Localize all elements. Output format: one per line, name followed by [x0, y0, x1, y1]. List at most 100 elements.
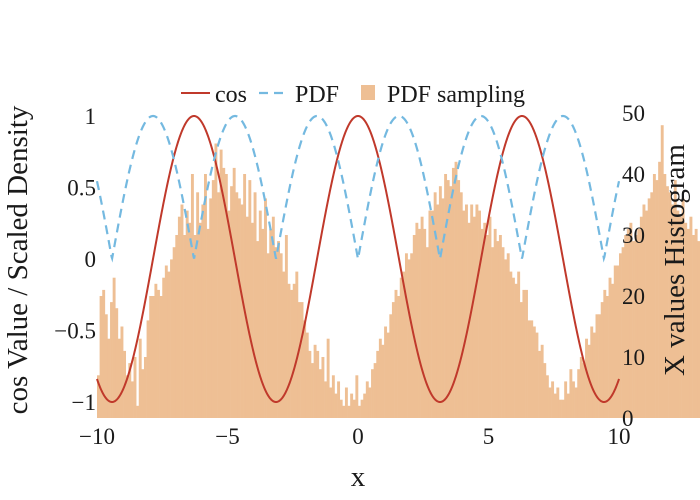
- histogram-bar: [564, 381, 568, 418]
- histogram-bar: [256, 241, 260, 418]
- y-axis-ticks: −1 −0.5 0 0.5 1: [54, 104, 96, 415]
- histogram-bar: [480, 228, 484, 418]
- histogram-bar: [269, 228, 273, 418]
- histogram-bar: [650, 192, 654, 418]
- histogram-bar: [271, 216, 275, 418]
- histogram-bar: [337, 381, 341, 418]
- histogram-bar: [619, 253, 622, 418]
- y2-axis-ticks: 0 10 20 30 40 50: [622, 101, 645, 431]
- histogram-bar: [686, 228, 690, 418]
- histogram-bar: [347, 405, 351, 418]
- histogram-bar: [647, 198, 651, 418]
- histogram-bar: [491, 247, 495, 418]
- histogram-bar: [595, 314, 599, 418]
- histogram-bar: [162, 277, 166, 418]
- histogram-bar: [676, 210, 680, 418]
- histogram-bar: [394, 289, 398, 418]
- histogram-bar: [378, 338, 382, 418]
- histogram-bar: [264, 198, 267, 418]
- y-tick-label: 0.5: [67, 176, 96, 201]
- histogram-bar: [125, 375, 129, 418]
- histogram-bar: [324, 381, 327, 418]
- histogram-bar: [397, 296, 401, 418]
- histogram-bar: [193, 235, 197, 418]
- histogram-bar: [224, 174, 228, 418]
- histogram-bar: [478, 210, 481, 418]
- histogram-bar: [217, 192, 220, 418]
- histogram-bar: [172, 247, 176, 418]
- histogram-bar: [360, 399, 364, 418]
- histogram-bar: [190, 174, 194, 418]
- histogram-bar: [138, 338, 142, 418]
- x-tick-label: 0: [352, 424, 364, 449]
- histogram-bar: [206, 228, 210, 418]
- histogram-bar: [235, 192, 239, 418]
- histogram-bar: [185, 210, 189, 418]
- histogram-bar: [316, 350, 320, 418]
- histogram-bar: [697, 241, 700, 418]
- histogram-bar: [204, 174, 207, 418]
- histogram-bar: [371, 369, 374, 418]
- histogram-bar: [629, 222, 633, 418]
- histogram-bar: [245, 216, 249, 418]
- histogram-bar: [465, 204, 468, 418]
- histogram-bar: [305, 332, 309, 418]
- histogram-bar: [219, 149, 223, 418]
- histogram-bar: [611, 283, 615, 418]
- histogram-bar: [663, 174, 667, 418]
- histogram-bar: [517, 271, 521, 418]
- histogram-bar: [266, 253, 270, 418]
- x-axis-ticks: −10 −5 0 5 10: [79, 424, 630, 449]
- x-tick-label: −5: [215, 424, 239, 449]
- histogram-bar: [684, 222, 688, 418]
- histogram-bar: [136, 405, 140, 418]
- histogram-bar: [457, 180, 461, 418]
- histogram-bar: [509, 271, 513, 418]
- histogram-bar: [598, 314, 602, 418]
- histogram-bar: [418, 228, 421, 418]
- histogram-bar: [183, 235, 187, 418]
- histogram-bar: [535, 332, 539, 418]
- histogram-bar: [227, 210, 231, 418]
- histogram-bar: [556, 387, 560, 418]
- histogram-bar: [277, 241, 280, 418]
- histogram-bar: [525, 289, 528, 418]
- histogram-bar: [493, 228, 497, 418]
- histogram-bar: [368, 387, 372, 418]
- histogram-bar: [668, 192, 672, 418]
- histogram-bar: [274, 247, 278, 418]
- histogram-bar: [381, 344, 385, 418]
- histogram-bar: [376, 350, 380, 418]
- histogram-bar: [613, 265, 617, 418]
- histogram-bar: [600, 302, 604, 418]
- histogram-bar: [175, 235, 179, 418]
- histogram-bar: [496, 241, 500, 418]
- histogram-bar: [358, 405, 361, 418]
- histogram-bar: [621, 247, 625, 418]
- histogram-bar: [681, 198, 685, 418]
- y-tick-label: −0.5: [54, 319, 96, 344]
- histogram-bar: [679, 216, 682, 418]
- histogram-bar: [167, 271, 171, 418]
- histogram-bar: [243, 174, 247, 418]
- histogram-bar: [532, 326, 536, 418]
- histogram-bar: [449, 186, 453, 418]
- histogram-bar: [253, 192, 257, 418]
- histogram-bar: [339, 399, 343, 418]
- histogram-bar: [451, 167, 455, 418]
- histogram-bar: [658, 161, 662, 419]
- histogram-bar: [342, 405, 346, 418]
- histogram-bars: [97, 125, 700, 419]
- histogram-bar: [441, 198, 445, 418]
- histogram-bar: [287, 283, 291, 418]
- histogram-bar: [373, 363, 377, 418]
- histogram-bar: [632, 241, 635, 418]
- histogram-bar: [250, 222, 254, 418]
- histogram-bar: [590, 326, 594, 418]
- histogram-bar: [308, 350, 312, 418]
- histogram-bar: [671, 204, 675, 418]
- histogram-bar: [159, 296, 163, 418]
- y2-axis-title: X values Histogram: [659, 144, 691, 376]
- histogram-bar: [425, 247, 429, 418]
- histogram-bar: [117, 338, 121, 418]
